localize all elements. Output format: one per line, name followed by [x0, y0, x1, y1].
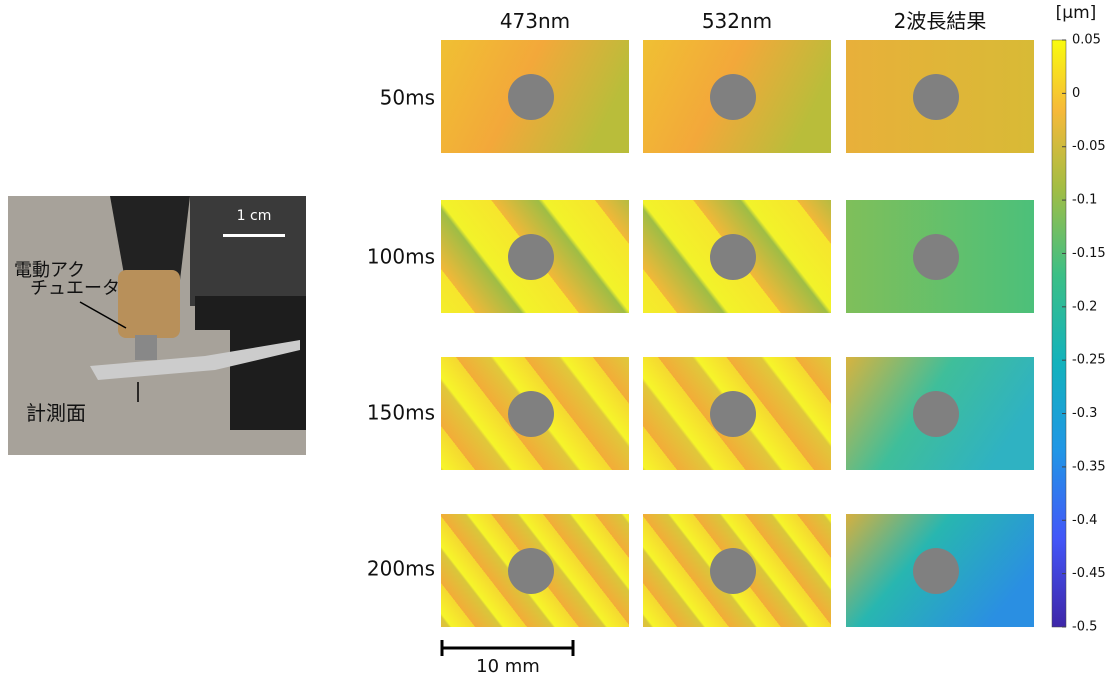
mask-circle	[710, 548, 756, 594]
mask-circle	[508, 391, 554, 437]
colorbar-unit: [μm]	[1056, 3, 1097, 23]
colorbar-tick-label: -0.05	[1072, 139, 1106, 154]
colorbar-tick-label: -0.1	[1072, 193, 1097, 208]
scale-bar-label: 10 mm	[476, 656, 540, 676]
column-header: 532nm	[702, 9, 772, 33]
colorbar-tick-label: -0.4	[1072, 513, 1097, 528]
colorbar-tick-label: -0.35	[1072, 459, 1106, 474]
tiles	[441, 40, 1034, 627]
colorbar-tick-label: -0.25	[1072, 353, 1106, 368]
column-header: 2波長結果	[894, 9, 987, 33]
mask-circle	[913, 74, 959, 120]
mask-circle	[913, 391, 959, 437]
colorbar-tick-label: -0.15	[1072, 246, 1106, 261]
actuator-label: チュエータ	[30, 278, 120, 299]
colorbar-tick-label: 0	[1072, 86, 1080, 101]
mask-circle	[710, 391, 756, 437]
photo: 1 cm 電動アク チュエータ 計測面	[8, 196, 306, 455]
colorbar-tick-label: -0.5	[1072, 620, 1097, 635]
mask-circle	[710, 74, 756, 120]
scale-label: 1 cm	[237, 208, 272, 224]
colorbar-tick-label: 0.05	[1072, 33, 1101, 48]
mask-circle	[710, 234, 756, 280]
colorbar	[1052, 40, 1066, 627]
mask-circle	[508, 74, 554, 120]
colorbar-tick-label: -0.3	[1072, 406, 1097, 421]
row-label: 50ms	[380, 86, 435, 110]
mask-circle	[508, 234, 554, 280]
mask-circle	[913, 234, 959, 280]
column-header: 473nm	[500, 9, 570, 33]
mask-circle	[913, 548, 959, 594]
colorbar-tick-label: -0.2	[1072, 299, 1097, 314]
colorbar-ticks: 0.05 0 -0.05 -0.1 -0.15 -0.2 -0.25 -0.3 -0.35 -0.…	[1062, 33, 1106, 635]
figure: 1 cm 電動アク チュエータ 計測面 473nm 532nm 2波長結果 50…	[0, 0, 1114, 676]
colorbar-tick-label: -0.45	[1072, 566, 1106, 581]
surface-label: 計測面	[26, 401, 86, 425]
row-label: 150ms	[367, 401, 435, 425]
row-label: 100ms	[367, 245, 435, 269]
mask-circle	[508, 548, 554, 594]
row-label: 200ms	[367, 557, 435, 581]
